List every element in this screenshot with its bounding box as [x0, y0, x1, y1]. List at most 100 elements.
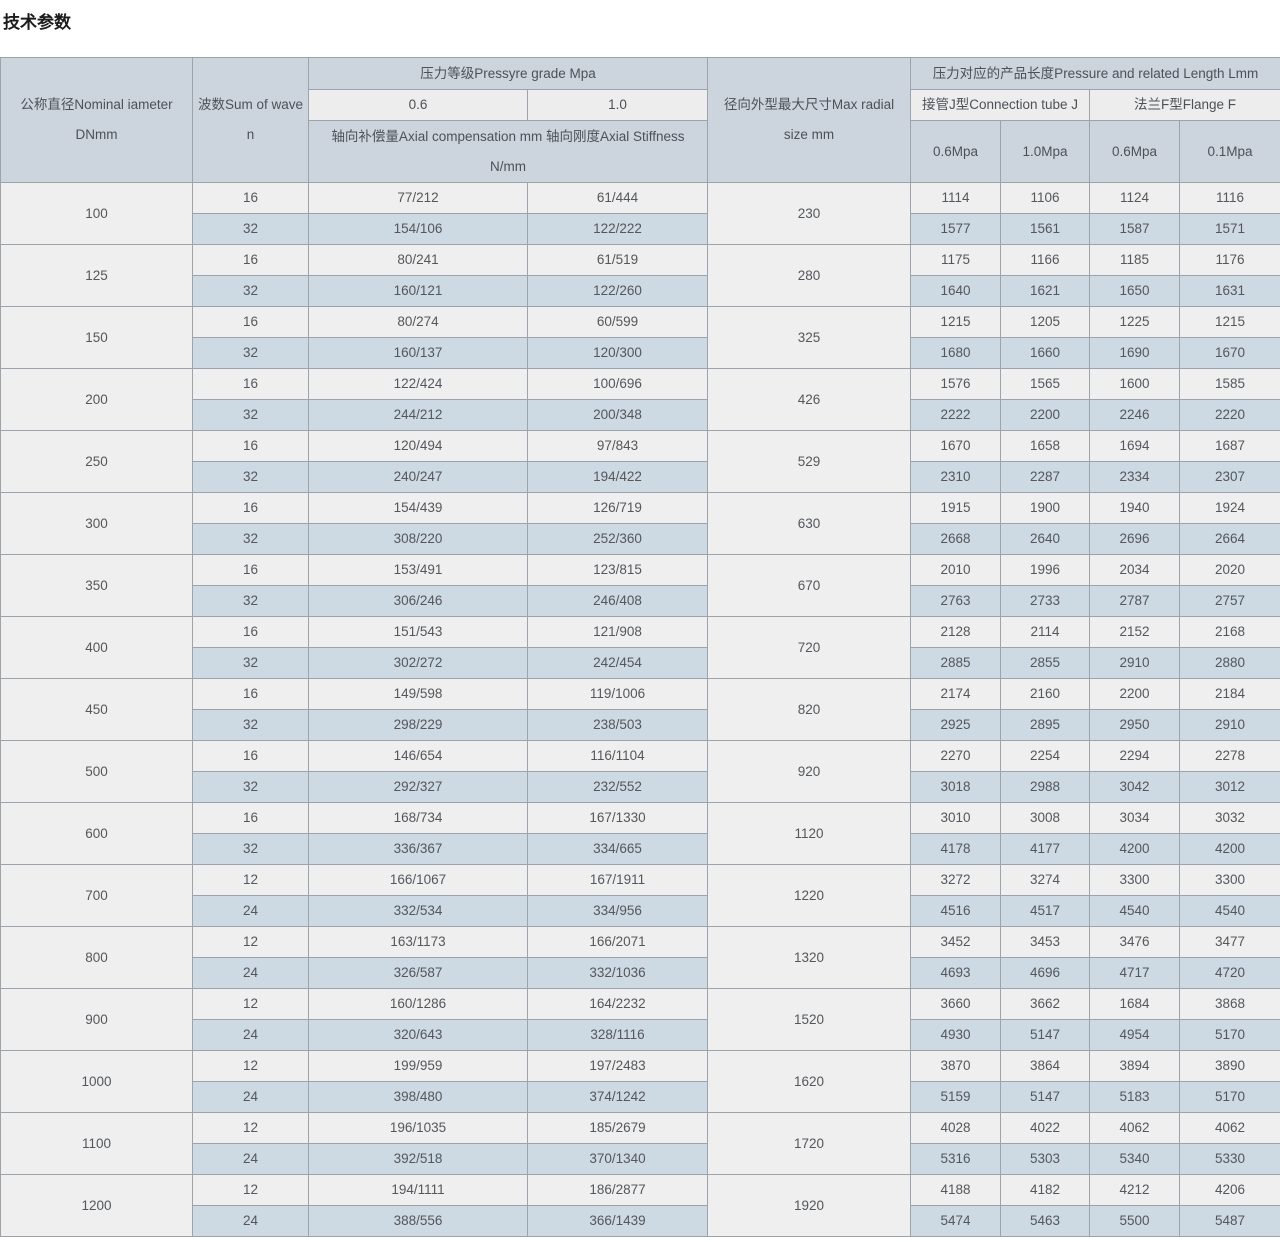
tube-length-10-cell: 4182 — [1000, 1174, 1090, 1206]
axial-compensation-06-cell: 120/494 — [308, 430, 528, 462]
flange-length-06-cell: 5340 — [1089, 1143, 1180, 1175]
axial-compensation-06-cell: 166/1067 — [308, 864, 528, 896]
wave-count-cell: 24 — [192, 1019, 309, 1051]
dn-cell: 600 — [0, 802, 193, 865]
table-row: 125 16 80/241 61/519 280 1175 1166 1185 1176 — [0, 244, 1280, 307]
tube-length-06-cell: 3272 — [910, 864, 1001, 896]
axial-compensation-06-cell: 398/480 — [308, 1081, 528, 1113]
wave-count-cell: 16 — [192, 554, 309, 586]
table-row: 300 16 154/439 126/719 630 1915 1900 1940 1924 — [0, 492, 1280, 555]
wave-count-cell: 12 — [192, 864, 309, 896]
axial-compensation-06-cell: 122/424 — [308, 368, 528, 400]
flange-length-01-cell: 3868 — [1179, 988, 1280, 1020]
tube-length-06-cell: 2010 — [910, 554, 1001, 586]
axial-compensation-06-cell: 151/543 — [308, 616, 528, 648]
table-row: 400 16 151/543 121/908 720 2128 2114 2152 2168 — [0, 616, 1280, 679]
radial-size-cell: 1720 — [707, 1112, 911, 1175]
axial-compensation-06-cell: 80/274 — [308, 306, 528, 338]
axial-compensation-06-cell: 388/556 — [308, 1205, 528, 1237]
axial-compensation-06-cell: 160/121 — [308, 275, 528, 307]
tube-length-06-cell: 2763 — [910, 585, 1001, 617]
tube-length-06-cell: 1680 — [910, 337, 1001, 369]
flange-length-01-cell: 1176 — [1179, 244, 1280, 276]
table-row: 900 12 160/1286 164/2232 1520 3660 3662 1684 386… — [0, 988, 1280, 1051]
flange-length-01-cell: 3477 — [1179, 926, 1280, 958]
flange-length-06-cell: 5500 — [1089, 1205, 1180, 1237]
tube-length-10-cell: 1900 — [1000, 492, 1090, 524]
axial-compensation-10-cell: 120/300 — [527, 337, 708, 369]
tube-length-10-cell: 2640 — [1000, 523, 1090, 555]
radial-size-cell: 426 — [707, 368, 911, 431]
tube-length-06-cell: 2925 — [910, 709, 1001, 741]
wave-count-cell: 12 — [192, 1112, 309, 1144]
tube-length-10-cell: 2254 — [1000, 740, 1090, 772]
flange-length-06-cell: 3476 — [1089, 926, 1180, 958]
tube-length-06-cell: 4188 — [910, 1174, 1001, 1206]
header-wave-count: 波数Sum of wave n — [192, 57, 309, 183]
table-row: 32 308/220 252/360 2668 2640 2696 2664 — [1, 523, 1280, 555]
tube-length-10-cell: 2988 — [1000, 771, 1090, 803]
flange-length-06-cell: 2696 — [1089, 523, 1180, 555]
axial-compensation-06-cell: 302/272 — [308, 647, 528, 679]
radial-size-cell: 1120 — [707, 802, 911, 865]
axial-compensation-06-cell: 308/220 — [308, 523, 528, 555]
tube-length-06-cell: 4028 — [910, 1112, 1001, 1144]
flange-length-06-cell: 3034 — [1089, 802, 1180, 834]
tube-length-06-cell: 4930 — [910, 1019, 1001, 1051]
dn-cell: 450 — [0, 678, 193, 741]
wave-count-cell: 16 — [192, 368, 309, 400]
table-row: 1200 12 194/1111 186/2877 1920 4188 4182 4212 42… — [0, 1174, 1280, 1237]
dn-cell: 200 — [0, 368, 193, 431]
flange-length-06-cell: 2034 — [1089, 554, 1180, 586]
table-row: 24 332/534 334/956 4516 4517 4540 4540 — [1, 895, 1280, 927]
radial-size-cell: 1220 — [707, 864, 911, 927]
table-row: 1100 12 196/1035 185/2679 1720 4028 4022 4062 40… — [0, 1112, 1280, 1175]
tube-length-10-cell: 3274 — [1000, 864, 1090, 896]
tube-length-10-cell: 1621 — [1000, 275, 1090, 307]
axial-compensation-06-cell: 332/534 — [308, 895, 528, 927]
radial-size-cell: 325 — [707, 306, 911, 369]
flange-length-06-cell: 2246 — [1089, 399, 1180, 431]
axial-compensation-10-cell: 186/2877 — [527, 1174, 708, 1206]
axial-compensation-10-cell: 126/719 — [527, 492, 708, 524]
axial-compensation-10-cell: 167/1911 — [527, 864, 708, 896]
wave-count-cell: 24 — [192, 1205, 309, 1237]
table-row: 600 16 168/734 167/1330 1120 3010 3008 3034 3032 — [0, 802, 1280, 865]
table-row: 450 16 149/598 119/1006 820 2174 2160 2200 2184 — [0, 678, 1280, 741]
axial-compensation-06-cell: 163/1173 — [308, 926, 528, 958]
tube-length-06-cell: 1915 — [910, 492, 1001, 524]
wave-count-cell: 32 — [192, 585, 309, 617]
axial-compensation-10-cell: 61/519 — [527, 244, 708, 276]
axial-compensation-10-cell: 197/2483 — [527, 1050, 708, 1082]
header-row-2: 0.6 1.0 接管J型Connection tube J 法兰F型Flange… — [1, 89, 1280, 121]
spec-table-body: 100 16 77/212 61/444 230 1114 1106 1124 1116 32 15… — [0, 182, 1280, 1237]
tube-length-10-cell: 2200 — [1000, 399, 1090, 431]
flange-length-06-cell: 3300 — [1089, 864, 1180, 896]
axial-compensation-10-cell: 119/1006 — [527, 678, 708, 710]
tube-length-10-cell: 5147 — [1000, 1081, 1090, 1113]
flange-length-01-cell: 2184 — [1179, 678, 1280, 710]
axial-compensation-10-cell: 123/815 — [527, 554, 708, 586]
axial-compensation-10-cell: 121/908 — [527, 616, 708, 648]
dn-cell: 400 — [0, 616, 193, 679]
table-row: 32 154/106 122/222 1577 1561 1587 1571 — [1, 213, 1280, 245]
flange-length-01-cell: 2020 — [1179, 554, 1280, 586]
table-row: 24 398/480 374/1242 5159 5147 5183 5170 — [1, 1081, 1280, 1113]
tube-length-10-cell: 1658 — [1000, 430, 1090, 462]
tube-length-10-cell: 2733 — [1000, 585, 1090, 617]
wave-count-cell: 16 — [192, 492, 309, 524]
axial-compensation-06-cell: 244/212 — [308, 399, 528, 431]
wave-count-cell: 24 — [192, 957, 309, 989]
tube-length-06-cell: 1640 — [910, 275, 1001, 307]
flange-length-01-cell: 5487 — [1179, 1205, 1280, 1237]
tube-length-06-cell: 4178 — [910, 833, 1001, 865]
axial-compensation-10-cell: 122/260 — [527, 275, 708, 307]
technical-parameters-table: 公称直径Nominal iameter DNmm 波数Sum of wave n… — [0, 57, 1280, 1237]
radial-size-cell: 670 — [707, 554, 911, 617]
table-row: 32 160/137 120/300 1680 1660 1690 1670 — [1, 337, 1280, 369]
axial-compensation-10-cell: 200/348 — [527, 399, 708, 431]
table-row: 32 244/212 200/348 2222 2200 2246 2220 — [1, 399, 1280, 431]
dn-cell: 1200 — [0, 1174, 193, 1237]
tube-length-06-cell: 2270 — [910, 740, 1001, 772]
flange-length-06-cell: 1587 — [1089, 213, 1180, 245]
